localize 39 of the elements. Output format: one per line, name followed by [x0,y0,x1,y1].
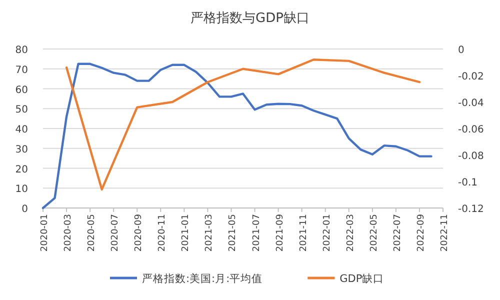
legend-label: GDP缺口 [340,272,384,285]
x-tick-label: 2021-09 [275,214,286,252]
x-tick-label: 2020-09 [134,214,144,252]
y-tick-label: 50 [15,104,28,116]
y2-tick-label: -0.02 [458,72,484,82]
y2-tick-label: -0.04 [458,98,484,109]
y2-tick-label: -0.12 [458,204,484,215]
x-tick-label: 2020-11 [158,214,168,252]
x-tick-label: 2020-01 [40,214,50,252]
x-tick-label: 2022-03 [346,214,356,252]
y-tick-label: 0 [22,204,28,215]
line-series [42,62,432,210]
x-tick-label: 2021-07 [252,214,262,252]
y-tick-label: 70 [15,64,28,76]
y-tick-label: 20 [15,164,28,176]
chart-title: 严格指数与GDP缺口 [190,11,310,26]
y2-tick-label: -0.08 [458,151,484,162]
line-series [65,58,421,191]
x-tick-label: 2022-11 [440,214,450,252]
legend-label: 严格指数:美国:月:平均值 [142,272,263,285]
y-tick-label: 60 [15,84,28,96]
x-tick-label: 2021-03 [204,214,215,252]
x-tick-label: 2022-07 [392,214,403,252]
x-tick-label: 2022-01 [322,214,332,252]
x-tick-label: 2020-03 [64,214,74,252]
x-tick-label: 2021-05 [228,214,238,252]
x-tick-label: 2020-07 [110,214,121,252]
x-tick-label: 2022-05 [369,214,380,252]
y-tick-label: 10 [15,184,28,196]
x-tick-label: 2021-01 [181,214,192,252]
y-tick-label: 80 [15,45,28,56]
y2-tick-label: -0.06 [458,124,484,136]
y2-tick-label: 0 [458,45,464,56]
y-tick-label: 30 [15,144,28,156]
y-tick-label: 40 [15,124,28,136]
x-tick-label: 2021-11 [298,214,309,252]
x-tick-label: 2022-09 [416,214,426,252]
x-tick-label: 2020-05 [87,214,98,252]
y2-tick-label: -0.1 [458,178,478,188]
